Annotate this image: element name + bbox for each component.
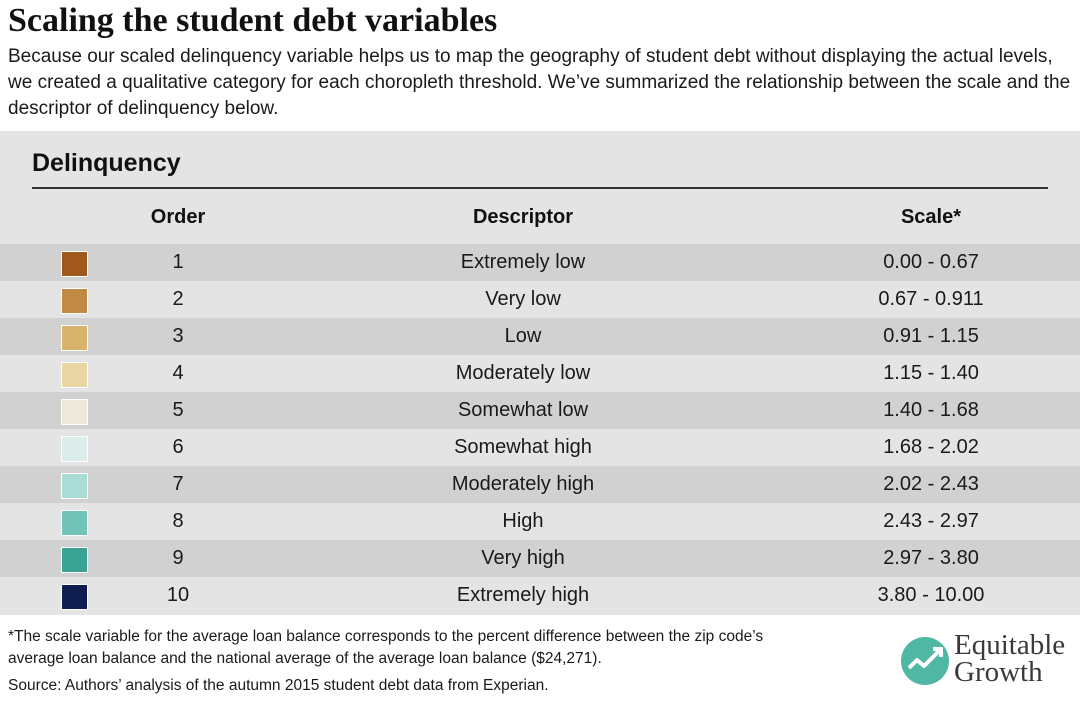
scale-cell: 1.40 - 1.68	[883, 399, 979, 421]
logo-wordmark: Equitable Growth	[954, 629, 1066, 688]
column-header-order: Order	[150, 206, 206, 228]
order-cell: 8	[172, 510, 184, 532]
scale-cell: 3.80 - 10.00	[877, 584, 985, 606]
order-cell: 10	[166, 584, 190, 606]
descriptor-cell: Very low	[485, 288, 561, 310]
scale-cell: 2.02 - 2.43	[883, 473, 979, 495]
descriptor-cell: Moderately low	[455, 362, 591, 384]
scale-cell: 1.15 - 1.40	[883, 362, 979, 384]
color-swatch	[61, 362, 88, 388]
color-swatch	[61, 547, 88, 573]
descriptor-cell: Low	[504, 325, 542, 347]
order-cell: 1	[172, 251, 184, 273]
order-cell: 3	[172, 325, 184, 347]
color-swatch	[61, 288, 88, 314]
scale-cell: 0.91 - 1.15	[883, 325, 979, 347]
scale-cell: 1.68 - 2.02	[883, 436, 979, 458]
scale-cell: 2.97 - 3.80	[883, 547, 979, 569]
table-row: 3 Low 0.91 - 1.15	[0, 318, 1080, 355]
order-cell: 7	[172, 473, 184, 495]
order-cell: 2	[172, 288, 184, 310]
column-header-scale: Scale*	[900, 206, 962, 228]
page-subtitle: Because our scaled delinquency variable …	[8, 46, 1071, 119]
descriptor-cell: Moderately high	[451, 473, 595, 495]
scale-cell: 0.00 - 0.67	[883, 251, 979, 273]
logo-line-2: Growth	[954, 656, 1043, 688]
color-swatch	[61, 436, 88, 462]
color-swatch	[61, 473, 88, 499]
descriptor-cell: Extremely low	[460, 251, 586, 273]
color-swatch	[61, 510, 88, 536]
color-swatch	[61, 584, 88, 610]
order-cell: 5	[172, 399, 184, 421]
source-note: Source: Authors’ analysis of the autumn …	[8, 677, 549, 694]
table-row: 7 Moderately high 2.02 - 2.43	[0, 466, 1080, 503]
equitable-growth-logo: Equitable Growth	[900, 629, 1070, 692]
order-cell: 9	[172, 547, 184, 569]
descriptor-cell: Very high	[481, 547, 565, 569]
scale-cell: 0.67 - 0.911	[878, 288, 984, 310]
descriptor-cell: Extremely high	[456, 584, 590, 606]
table-row: 5 Somewhat low 1.40 - 1.68	[0, 392, 1080, 429]
table-row: 9 Very high 2.97 - 3.80	[0, 540, 1080, 577]
header-divider	[32, 187, 1048, 189]
order-cell: 4	[172, 362, 184, 384]
page-title: Scaling the student debt variables	[8, 2, 498, 39]
table-row: 6 Somewhat high 1.68 - 2.02	[0, 429, 1080, 466]
table-row: 2 Very low 0.67 - 0.911	[0, 281, 1080, 318]
table-row: 1 Extremely low 0.00 - 0.67	[0, 244, 1080, 281]
table-row: 8 High 2.43 - 2.97	[0, 503, 1080, 540]
table-row: 10 Extremely high 3.80 - 10.00	[0, 577, 1080, 614]
growth-chart-icon	[901, 637, 949, 685]
order-cell: 6	[172, 436, 184, 458]
scale-cell: 2.43 - 2.97	[883, 510, 979, 532]
section-title: Delinquency	[32, 149, 181, 177]
color-swatch	[61, 399, 88, 425]
color-swatch	[61, 325, 88, 351]
descriptor-cell: Somewhat low	[457, 399, 589, 421]
logo-line-1: Equitable	[954, 629, 1066, 661]
descriptor-cell: Somewhat high	[454, 436, 592, 458]
table-row: 4 Moderately low 1.15 - 1.40	[0, 355, 1080, 392]
column-header-descriptor: Descriptor	[472, 206, 574, 228]
footnote: *The scale variable for the average loan…	[8, 628, 764, 667]
descriptor-cell: High	[502, 510, 544, 532]
color-swatch	[61, 251, 88, 277]
